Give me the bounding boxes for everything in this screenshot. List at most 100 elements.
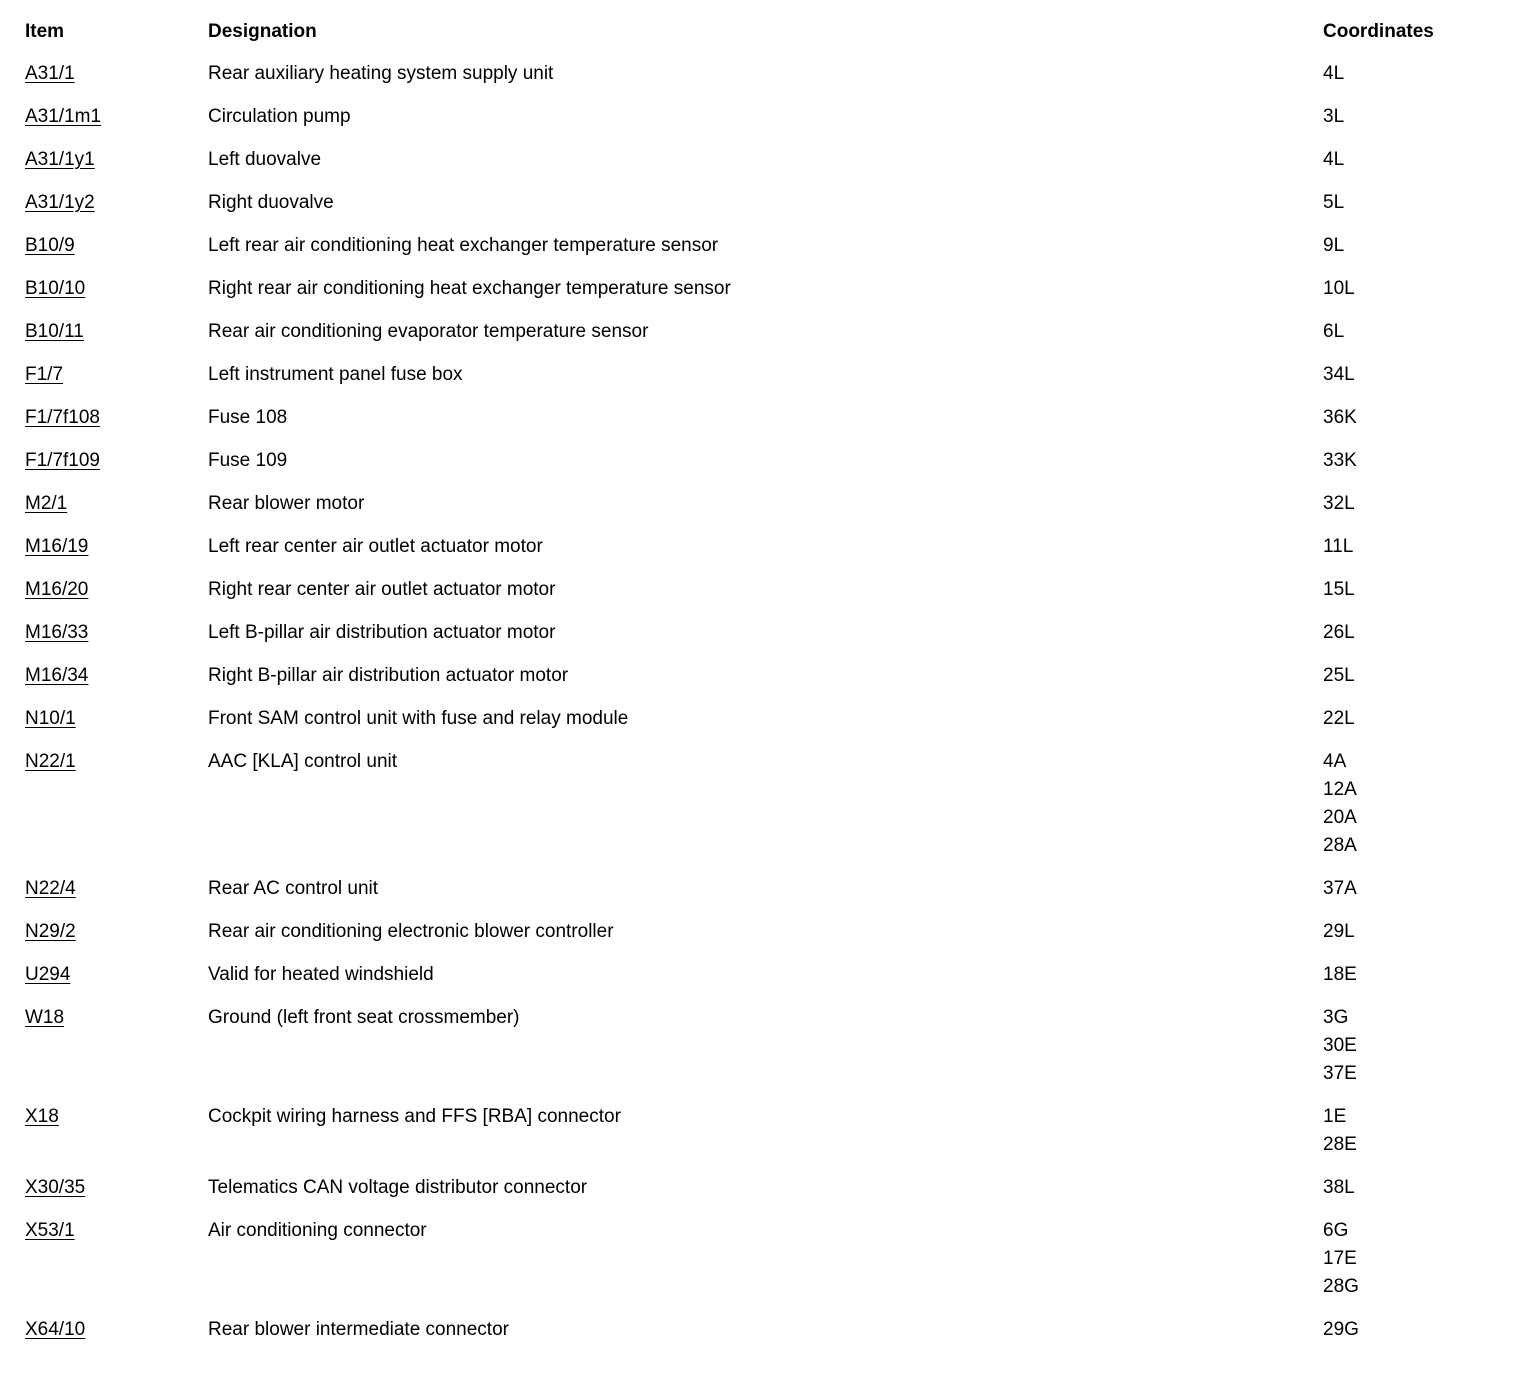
- table-row: X53/1 Air conditioning connector 6G 17E 28G: [25, 1217, 1495, 1316]
- item-link[interactable]: M16/20: [25, 579, 89, 600]
- item-cell: M2/1: [25, 490, 208, 533]
- coordinates-cell: 6L: [1323, 318, 1495, 361]
- item-cell: N10/1: [25, 705, 208, 748]
- header-item: Item: [25, 21, 65, 42]
- designation-cell: Rear auxiliary heating system supply uni…: [208, 63, 554, 84]
- item-cell: W18: [25, 1004, 208, 1103]
- item-link[interactable]: M16/34: [25, 665, 89, 686]
- item-link[interactable]: X30/35: [25, 1177, 86, 1198]
- item-link[interactable]: F1/7: [25, 364, 64, 385]
- coordinate-value: 32L: [1323, 493, 1355, 514]
- item-cell: U294: [25, 961, 208, 1004]
- item-link[interactable]: W18: [25, 1007, 65, 1028]
- item-cell: B10/9: [25, 232, 208, 275]
- item-link[interactable]: B10/9: [25, 235, 75, 256]
- item-link[interactable]: M16/19: [25, 536, 89, 557]
- coordinates-cell: 29L: [1323, 918, 1495, 961]
- item-link[interactable]: M2/1: [25, 493, 68, 514]
- coordinates-cell: 11L: [1323, 533, 1495, 576]
- item-cell: N22/1: [25, 748, 208, 875]
- item-cell: A31/1m1: [25, 103, 208, 146]
- coordinate-value: 3G: [1323, 1007, 1349, 1028]
- item-link[interactable]: A31/1m1: [25, 106, 102, 127]
- item-link[interactable]: A31/1: [25, 63, 75, 84]
- coordinates-cell: 3L: [1323, 103, 1495, 146]
- coordinate-value: 37E: [1323, 1063, 1357, 1084]
- coordinate-value: 1E: [1323, 1106, 1347, 1127]
- item-cell: N22/4: [25, 875, 208, 918]
- table-row: F1/7f109 Fuse 109 33K: [25, 447, 1495, 490]
- item-link[interactable]: N10/1: [25, 708, 76, 729]
- item-cell: A31/1: [25, 60, 208, 103]
- item-link[interactable]: X53/1: [25, 1220, 75, 1241]
- designation-cell: Rear air conditioning electronic blower …: [208, 921, 614, 942]
- table-row: N29/2 Rear air conditioning electronic bl…: [25, 918, 1495, 961]
- header-row: Item Designation Coordinates: [25, 18, 1495, 60]
- table-row: X64/10 Rear blower intermediate connector…: [25, 1316, 1495, 1359]
- item-cell: M16/34: [25, 662, 208, 705]
- table-row: N22/1 AAC [KLA] control unit 4A 12A 20A 28A: [25, 748, 1495, 875]
- coordinate-value: 28G: [1323, 1276, 1359, 1297]
- coordinate-value: 3L: [1323, 106, 1345, 127]
- coordinate-value: 4L: [1323, 149, 1345, 170]
- designation-cell: Right B-pillar air distribution actuator…: [208, 665, 569, 686]
- designation-cell: Ground (left front seat crossmember): [208, 1007, 520, 1028]
- table-row: F1/7 Left instrument panel fuse box 34L: [25, 361, 1495, 404]
- header-designation: Designation: [208, 21, 317, 42]
- designation-cell: Fuse 108: [208, 407, 288, 428]
- table-row: N22/4 Rear AC control unit 37A: [25, 875, 1495, 918]
- header-coordinates: Coordinates: [1323, 21, 1434, 42]
- item-cell: X30/35: [25, 1174, 208, 1217]
- item-link[interactable]: B10/10: [25, 278, 86, 299]
- table-row: M16/20 Right rear center air outlet actua…: [25, 576, 1495, 619]
- coordinate-value: 20A: [1323, 807, 1357, 828]
- coordinate-value: 36K: [1323, 407, 1357, 428]
- designation-cell: Cockpit wiring harness and FFS [RBA] con…: [208, 1106, 621, 1127]
- item-link[interactable]: F1/7f109: [25, 450, 100, 471]
- table-row: M2/1 Rear blower motor 32L: [25, 490, 1495, 533]
- table-row: B10/11 Rear air conditioning evaporator t…: [25, 318, 1495, 361]
- item-cell: M16/20: [25, 576, 208, 619]
- table-row: M16/33 Left B-pillar air distribution act…: [25, 619, 1495, 662]
- designation-cell: Rear AC control unit: [208, 878, 379, 899]
- item-cell: F1/7f108: [25, 404, 208, 447]
- coordinates-cell: 5L: [1323, 189, 1495, 232]
- item-link[interactable]: N29/2: [25, 921, 76, 942]
- designation-cell: Left rear air conditioning heat exchange…: [208, 235, 719, 256]
- item-cell: X18: [25, 1103, 208, 1174]
- designation-cell: Fuse 109: [208, 450, 288, 471]
- designation-cell: Rear blower intermediate connector: [208, 1319, 509, 1340]
- table-row: N10/1 Front SAM control unit with fuse an…: [25, 705, 1495, 748]
- coordinates-cell: 9L: [1323, 232, 1495, 275]
- designation-cell: Front SAM control unit with fuse and rel…: [208, 708, 629, 729]
- coordinates-cell: 4L: [1323, 146, 1495, 189]
- item-cell: X53/1: [25, 1217, 208, 1316]
- coordinate-value: 28E: [1323, 1134, 1357, 1155]
- item-cell: F1/7: [25, 361, 208, 404]
- item-link[interactable]: X64/10: [25, 1319, 86, 1340]
- item-link[interactable]: U294: [25, 964, 71, 985]
- table-row: B10/9 Left rear air conditioning heat exc…: [25, 232, 1495, 275]
- coordinates-cell: 18E: [1323, 961, 1495, 1004]
- item-link[interactable]: B10/11: [25, 321, 84, 342]
- coordinate-value: 6L: [1323, 321, 1345, 342]
- item-cell: A31/1y1: [25, 146, 208, 189]
- item-cell: A31/1y2: [25, 189, 208, 232]
- coordinate-value: 28A: [1323, 835, 1357, 856]
- item-link[interactable]: A31/1y2: [25, 192, 95, 213]
- item-link[interactable]: N22/4: [25, 878, 76, 899]
- item-link[interactable]: X18: [25, 1106, 59, 1127]
- item-link[interactable]: F1/7f108: [25, 407, 100, 428]
- coordinates-cell: 38L: [1323, 1174, 1495, 1217]
- item-link[interactable]: A31/1y1: [25, 149, 95, 170]
- item-link[interactable]: M16/33: [25, 622, 89, 643]
- item-link[interactable]: N22/1: [25, 751, 76, 772]
- coordinates-cell: 10L: [1323, 275, 1495, 318]
- designation-cell: Telematics CAN voltage distributor conne…: [208, 1177, 588, 1198]
- designation-cell: Left instrument panel fuse box: [208, 364, 463, 385]
- table-row: A31/1m1 Circulation pump 3L: [25, 103, 1495, 146]
- coordinates-cell: 34L: [1323, 361, 1495, 404]
- coordinate-value: 5L: [1323, 192, 1345, 213]
- coordinate-value: 38L: [1323, 1177, 1355, 1198]
